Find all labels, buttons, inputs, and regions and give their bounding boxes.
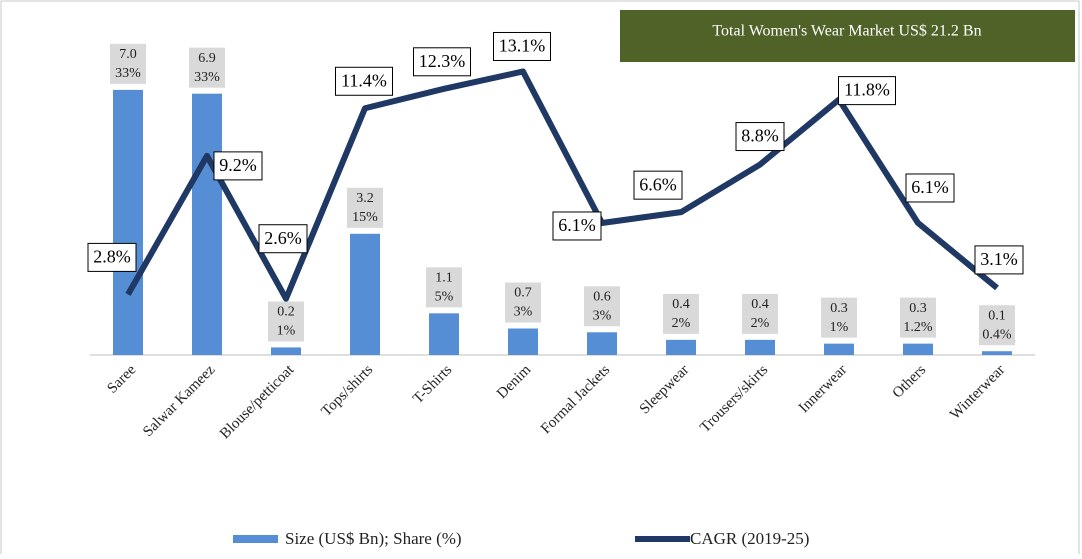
cagr-label: 8.8% bbox=[741, 126, 779, 146]
bar bbox=[745, 339, 775, 355]
cagr-label-box bbox=[905, 173, 955, 203]
bar-label-box bbox=[505, 282, 541, 323]
bar-value-label: 1.1 bbox=[435, 271, 453, 286]
cagr-label: 6.6% bbox=[639, 174, 677, 194]
cagr-label: 6.1% bbox=[558, 215, 596, 235]
cagr-label: 3.1% bbox=[980, 249, 1018, 269]
x-tick-label: Formal Jackets bbox=[538, 362, 613, 437]
bar-value-label: 0.4 bbox=[672, 297, 690, 312]
bar bbox=[824, 343, 854, 355]
cagr-line bbox=[125, 68, 999, 302]
cagr-label-box bbox=[87, 242, 137, 272]
cagr-label: 11.8% bbox=[844, 80, 890, 100]
bar-share-label: 1% bbox=[830, 320, 849, 335]
bar-value-label: 3.2 bbox=[356, 191, 374, 206]
cagr-label: 9.2% bbox=[219, 155, 257, 175]
bar-label-box bbox=[900, 297, 936, 338]
cagr-label-box bbox=[413, 47, 471, 77]
legend-swatch bbox=[233, 535, 278, 543]
legend-label: CAGR (2019-25) bbox=[690, 529, 809, 548]
bar-share-label: 33% bbox=[194, 70, 220, 85]
bar bbox=[903, 343, 933, 355]
bar bbox=[192, 93, 222, 355]
x-tick-label: Blouse/petticoat bbox=[217, 361, 298, 442]
bar-value-label: 0.6 bbox=[593, 289, 611, 304]
bar-share-label: 5% bbox=[435, 290, 454, 305]
bar-value-label: 0.1 bbox=[988, 308, 1006, 323]
bar bbox=[982, 351, 1012, 355]
bar-value-label: 0.7 bbox=[514, 286, 532, 301]
legend-label: Size (US$ Bn); Share (%) bbox=[285, 529, 462, 548]
cagr-label-box bbox=[213, 151, 263, 181]
cagr-label-box bbox=[838, 76, 896, 106]
bar-value-label: 7.0 bbox=[119, 47, 137, 62]
bar-label-box bbox=[426, 267, 462, 308]
bar-share-label: 33% bbox=[115, 66, 141, 81]
x-tick-label: Tops/shirts bbox=[319, 362, 377, 420]
x-tick-label: T-Shirts bbox=[410, 362, 455, 407]
bar bbox=[271, 347, 301, 355]
bar-label-box bbox=[189, 47, 225, 88]
cagr-label-box bbox=[335, 66, 393, 96]
bar bbox=[666, 339, 696, 355]
x-tick-label: Salwar Kameez bbox=[140, 362, 218, 440]
x-tick-label: Trousers/skirts bbox=[697, 362, 771, 436]
bar bbox=[350, 233, 380, 355]
bar-value-label: 0.3 bbox=[909, 301, 927, 316]
cagr-label: 2.6% bbox=[264, 228, 302, 248]
x-tick-label: Denim bbox=[494, 362, 534, 402]
header-box bbox=[620, 10, 1075, 62]
cagr-label: 6.1% bbox=[911, 177, 949, 197]
bar-value-label: 0.3 bbox=[830, 301, 848, 316]
bar bbox=[429, 313, 459, 355]
bar-label-box bbox=[268, 301, 304, 342]
cagr-label: 13.1% bbox=[499, 36, 546, 56]
bar-label-box bbox=[663, 293, 699, 334]
header-text: Total Women's Wear Market US$ 21.2 Bn bbox=[712, 23, 981, 40]
bar-label-box bbox=[979, 305, 1015, 346]
cagr-label-box bbox=[493, 31, 551, 61]
x-tick-label: Winterwear bbox=[947, 362, 1008, 423]
bar-share-label: 3% bbox=[593, 308, 612, 323]
x-tick-label: Innerwear bbox=[796, 362, 850, 416]
cagr-label-box bbox=[258, 224, 308, 254]
bar-share-label: 1.2% bbox=[903, 320, 933, 335]
x-tick-label: Saree bbox=[104, 362, 139, 397]
bar bbox=[113, 89, 143, 355]
bar-label-box bbox=[821, 297, 857, 338]
bar-share-label: 0.4% bbox=[982, 327, 1012, 342]
bar bbox=[587, 332, 617, 355]
bar-value-label: 0.2 bbox=[277, 305, 295, 320]
x-tick-label: Others bbox=[890, 362, 930, 402]
cagr-label-box bbox=[735, 122, 785, 152]
cagr-label-box bbox=[974, 245, 1024, 275]
cagr-label: 2.8% bbox=[93, 247, 131, 267]
bar-share-label: 1% bbox=[277, 324, 296, 339]
bar-value-label: 0.4 bbox=[751, 297, 769, 312]
bar bbox=[508, 328, 538, 355]
cagr-label-box bbox=[633, 170, 683, 200]
x-tick-label: Sleepwear bbox=[637, 362, 692, 417]
bar-share-label: 3% bbox=[514, 305, 533, 320]
bar-label-box bbox=[584, 286, 620, 327]
bar-share-label: 2% bbox=[672, 316, 691, 331]
bar-value-label: 6.9 bbox=[198, 51, 216, 66]
cagr-label: 12.3% bbox=[419, 51, 466, 71]
bar-share-label: 15% bbox=[352, 210, 378, 225]
bar-label-box bbox=[110, 43, 146, 84]
cagr-label-box bbox=[552, 211, 602, 241]
cagr-label: 11.4% bbox=[341, 70, 387, 90]
bar-label-box bbox=[742, 293, 778, 334]
bar-label-box bbox=[347, 187, 383, 228]
bar-share-label: 2% bbox=[751, 316, 770, 331]
